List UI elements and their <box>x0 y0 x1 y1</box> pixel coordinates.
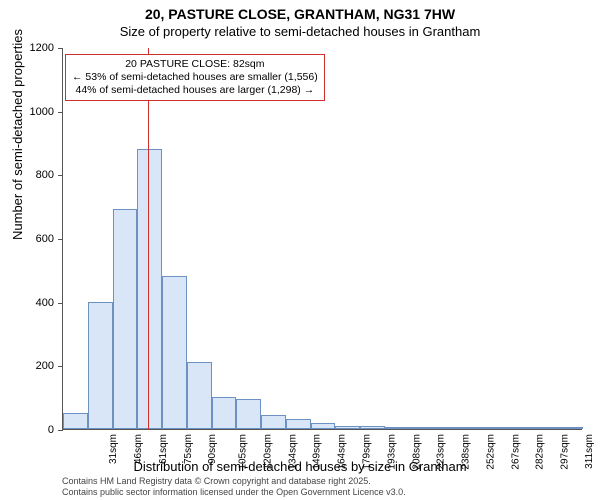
histogram-bar <box>212 397 237 429</box>
y-tick-mark <box>58 430 63 431</box>
chart-title: 20, PASTURE CLOSE, GRANTHAM, NG31 7HW <box>0 0 600 22</box>
y-tick-mark <box>58 366 63 367</box>
annotation-box: 20 PASTURE CLOSE: 82sqm← 53% of semi-det… <box>65 54 325 101</box>
y-tick-mark <box>58 48 63 49</box>
histogram-bar <box>335 426 360 429</box>
plot-area: 20 PASTURE CLOSE: 82sqm← 53% of semi-det… <box>62 48 582 430</box>
histogram-bar <box>484 427 509 429</box>
y-tick-label: 800 <box>4 169 54 181</box>
y-tick-label: 200 <box>4 360 54 372</box>
x-axis-label: Distribution of semi-detached houses by … <box>0 459 600 474</box>
histogram-bar <box>533 427 558 429</box>
y-axis-label: Number of semi-detached properties <box>10 29 25 240</box>
histogram-bar <box>162 276 187 429</box>
histogram-bar <box>113 209 138 429</box>
histogram-bar <box>459 427 484 429</box>
marker-line <box>148 48 149 430</box>
y-tick-mark <box>58 112 63 113</box>
chart-subtitle: Size of property relative to semi-detach… <box>0 22 600 39</box>
chart-container: 20, PASTURE CLOSE, GRANTHAM, NG31 7HW Si… <box>0 0 600 500</box>
histogram-bar <box>88 302 113 429</box>
histogram-bar <box>509 427 534 429</box>
annotation-line1: 20 PASTURE CLOSE: 82sqm <box>72 58 318 71</box>
annotation-line2: ← 53% of semi-detached houses are smalle… <box>72 71 318 84</box>
y-tick-mark <box>58 175 63 176</box>
histogram-bar <box>187 362 212 429</box>
histogram-bar <box>137 149 162 429</box>
y-tick-mark <box>58 239 63 240</box>
y-tick-label: 0 <box>4 424 54 436</box>
plot-wrap: 20 PASTURE CLOSE: 82sqm← 53% of semi-det… <box>62 48 582 430</box>
histogram-bar <box>286 419 311 429</box>
attribution: Contains HM Land Registry data © Crown c… <box>62 476 406 498</box>
y-tick-label: 1000 <box>4 106 54 118</box>
histogram-bar <box>63 413 88 429</box>
y-tick-label: 400 <box>4 297 54 309</box>
histogram-bar <box>434 427 459 429</box>
y-tick-mark <box>58 303 63 304</box>
attribution-line2: Contains public sector information licen… <box>62 487 406 498</box>
y-tick-label: 1200 <box>4 42 54 54</box>
histogram-bar <box>311 423 336 429</box>
histogram-bar <box>410 427 435 429</box>
histogram-bar <box>385 427 410 429</box>
histogram-bar <box>261 415 286 429</box>
histogram-bar <box>558 427 583 429</box>
y-tick-label: 600 <box>4 233 54 245</box>
histogram-bar <box>236 399 261 429</box>
annotation-line3: 44% of semi-detached houses are larger (… <box>72 84 318 97</box>
histogram-bar <box>360 426 385 429</box>
attribution-line1: Contains HM Land Registry data © Crown c… <box>62 476 406 487</box>
